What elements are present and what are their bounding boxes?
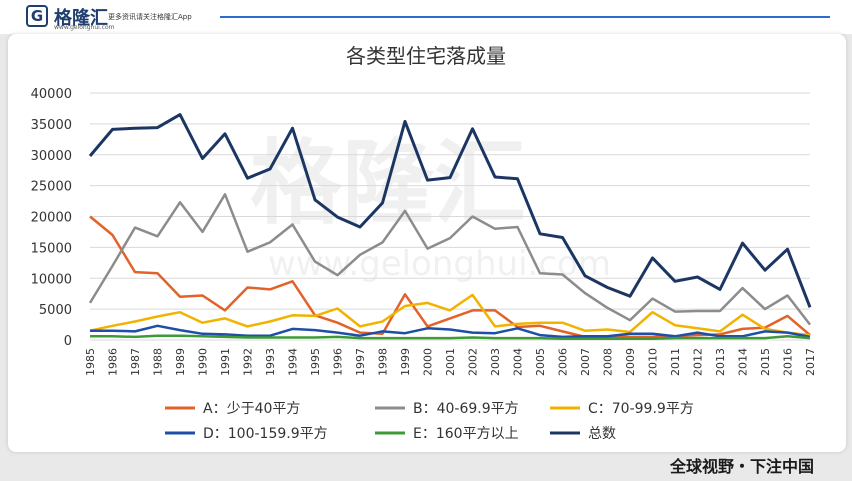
chart-card <box>8 34 846 452</box>
x-tick-label: 2011 <box>669 348 682 376</box>
x-tick-label: 2013 <box>714 348 727 376</box>
x-tick-label: 2007 <box>579 348 592 376</box>
x-tick-label: 1997 <box>354 348 367 376</box>
x-tick-label: 1987 <box>129 348 142 376</box>
x-tick-label: 1988 <box>152 348 165 376</box>
legend-label-4: E：160平方以上 <box>413 426 519 442</box>
x-tick-label: 1991 <box>219 348 232 376</box>
x-tick-label: 2010 <box>647 348 660 376</box>
x-tick-label: 1999 <box>399 348 412 376</box>
x-tick-label: 2000 <box>422 348 435 376</box>
y-tick-label: 15000 <box>31 241 72 256</box>
gridlines <box>90 92 810 341</box>
x-tick-label: 1995 <box>309 348 322 376</box>
y-tick-label: 25000 <box>31 180 72 195</box>
series-line-1 <box>88 193 811 326</box>
legend-label-3: D：100-159.9平方 <box>203 426 328 442</box>
legend: A：少于40平方 B：40-69.9平方 C：70-99.9平方 D：100-159.… <box>165 401 694 442</box>
brand-name: 格隆汇 <box>54 8 108 29</box>
x-tick-label: 2012 <box>692 348 705 376</box>
x-tick-label: 1998 <box>377 348 390 376</box>
brand-slogan: 更多资讯请关注格隆汇App <box>108 13 192 21</box>
brand-logo-icon: G <box>26 5 48 27</box>
x-tick-label: 2017 <box>804 348 817 376</box>
header-divider-line <box>220 16 830 18</box>
x-tick-label: 2008 <box>602 348 615 376</box>
x-axis-ticks: 1985 1986 1987 1988 1989 1990 1991 1992 1993 1994… <box>84 348 817 376</box>
series-line-0 <box>89 215 811 339</box>
chart-title: 各类型住宅落成量 <box>346 44 506 68</box>
x-tick-label: 1989 <box>174 348 187 376</box>
x-tick-label: 2014 <box>737 348 750 376</box>
series-line-2 <box>89 293 811 337</box>
x-tick-label: 2002 <box>467 348 480 376</box>
series-lines <box>88 113 812 341</box>
watermark-url: www.gelonghui.com <box>268 244 611 284</box>
x-tick-label: 1985 <box>84 348 97 376</box>
x-tick-label: 1990 <box>197 348 210 376</box>
x-tick-label: 1994 <box>287 348 300 376</box>
x-tick-label: 2005 <box>534 348 547 376</box>
x-tick-label: 2009 <box>624 348 637 376</box>
series-line-3 <box>90 324 811 339</box>
series-line-5 <box>88 113 812 308</box>
y-tick-label: 35000 <box>31 118 72 133</box>
y-tick-label: 0 <box>64 334 72 349</box>
series-line-4 <box>90 334 811 341</box>
x-tick-label: 2001 <box>444 348 457 376</box>
x-tick-label: 1992 <box>242 348 255 376</box>
y-axis-ticks: 0 5000 10000 15000 20000 25000 30000 35000 40000 <box>31 87 72 349</box>
x-tick-label: 2015 <box>759 348 772 376</box>
y-tick-label: 40000 <box>31 87 72 102</box>
legend-label-2: C：70-99.9平方 <box>588 401 694 417</box>
x-tick-label: 2003 <box>489 348 502 376</box>
x-tick-label: 2006 <box>557 348 570 376</box>
x-tick-label: 1986 <box>107 348 120 376</box>
legend-label-1: B：40-69.9平方 <box>413 401 519 417</box>
top-header-bar: G 格隆汇 www.gelonghui.com 更多资讯请关注格隆汇App <box>0 0 852 34</box>
y-tick-label: 20000 <box>31 211 72 226</box>
y-tick-label: 10000 <box>31 272 72 287</box>
x-tick-label: 2016 <box>782 348 795 376</box>
brand-url: www.gelonghui.com <box>54 24 115 31</box>
x-tick-label: 2004 <box>512 348 525 376</box>
y-tick-label: 5000 <box>39 303 72 318</box>
y-tick-label: 30000 <box>31 149 72 164</box>
footer-slogan: 全球视野・下注中国 <box>669 457 814 476</box>
legend-label-5: 总数 <box>588 426 616 442</box>
x-tick-label: 1996 <box>332 348 345 376</box>
legend-label-0: A：少于40平方 <box>203 401 300 417</box>
x-tick-label: 1993 <box>264 348 277 376</box>
